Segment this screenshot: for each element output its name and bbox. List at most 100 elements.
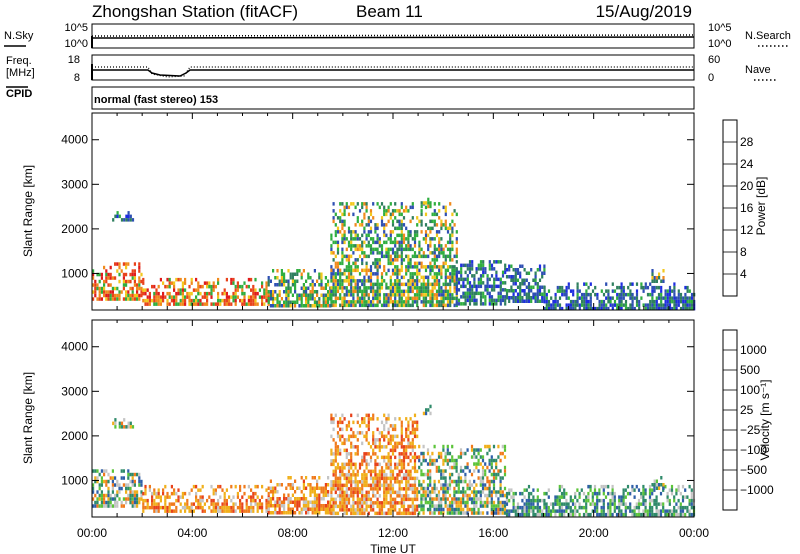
rti-cell [486,444,489,449]
rti-cell [413,272,417,276]
rti-cell [369,455,373,460]
rti-cell [433,462,436,466]
rti-cell [451,258,454,262]
rti-cell [363,452,366,456]
rti-cell [503,511,507,515]
rti-cell [396,226,399,231]
rti-cell [380,420,384,425]
rti-cell [648,495,652,499]
rti-cell [206,295,209,299]
rti-cell [455,260,458,264]
rti-cell [131,476,134,480]
rti-cell [223,505,226,510]
rti-cell [356,296,359,301]
rti-cell [120,269,123,273]
rti-cell [105,272,108,277]
rti-cell [369,445,373,449]
rti-cell [405,511,408,516]
rti-cell [103,290,106,294]
rti-cell [133,276,136,280]
rti-cell [339,473,342,477]
rti-cell [523,289,526,293]
rti-cell [313,507,316,511]
rti-cell [429,511,432,515]
y-tick-label: 2000 [61,222,88,236]
rti-cell [534,505,537,510]
rti-cell [479,504,482,508]
rti-cell [413,233,417,238]
rti-cell [448,458,452,463]
rti-cell [442,261,445,266]
rti-cell [241,288,244,292]
rti-cell [613,505,616,510]
rti-cell [400,202,403,206]
rti-cell [470,511,474,515]
rti-cell [488,479,491,484]
rti-cell [510,289,513,293]
rti-cell [283,511,286,515]
rti-cell [138,483,141,487]
rti-cell [372,413,375,418]
rti-cell [313,486,316,490]
rti-cell [133,293,136,298]
rti-cell [435,493,438,498]
rti-cell [356,480,359,484]
rti-cell [411,275,414,280]
rti-cell [125,497,128,501]
rti-cell [449,258,452,262]
rti-cell [424,458,427,463]
rti-cell [336,265,340,269]
rti-cell [475,298,478,303]
rti-cell [561,292,564,297]
rti-cell [307,483,310,487]
rti-cell [591,502,594,506]
rti-cell [300,497,303,501]
rti-cell [594,306,597,311]
rti-cell [343,473,346,477]
rti-cell [631,299,634,304]
rti-cell [245,502,248,506]
rti-cell [591,289,595,293]
rti-cell [330,300,333,304]
rti-cell [431,258,434,262]
rti-cell [413,455,417,460]
rti-cell [131,425,135,429]
rti-cell [444,303,447,308]
rti-cell [374,480,377,484]
rti-cell [219,484,222,489]
rti-cell [446,282,450,287]
rti-cell [105,276,108,280]
rti-cell [125,483,128,487]
rti-cell [369,286,373,290]
rti-cell [607,306,610,311]
rti-cell [394,296,397,301]
rti-cell [437,451,441,456]
rti-cell [352,434,355,439]
rti-cell [497,490,500,494]
rti-cell [538,289,542,293]
rti-cell [354,303,357,308]
rti-cell [578,512,581,517]
rti-cell [341,202,344,206]
rti-cell [400,300,403,304]
rti-cell [556,502,559,506]
noise-search-trace [91,34,695,37]
rti-cell [109,500,112,505]
rti-cell [446,462,449,466]
rti-cell [569,289,573,293]
rti-cell [503,455,507,459]
rti-cell [228,298,231,303]
rti-cell [400,487,403,491]
rti-cell [363,417,366,421]
rti-cell [380,219,384,224]
rti-cell [670,484,674,489]
rti-cell [438,289,441,294]
rti-cell [486,291,489,296]
rti-cell [269,500,272,504]
rti-cell [376,501,379,505]
rti-cell [241,284,244,289]
rti-cell [585,495,588,499]
rti-cell [133,490,136,494]
rti-cell [305,486,308,490]
rti-cell [499,288,502,292]
